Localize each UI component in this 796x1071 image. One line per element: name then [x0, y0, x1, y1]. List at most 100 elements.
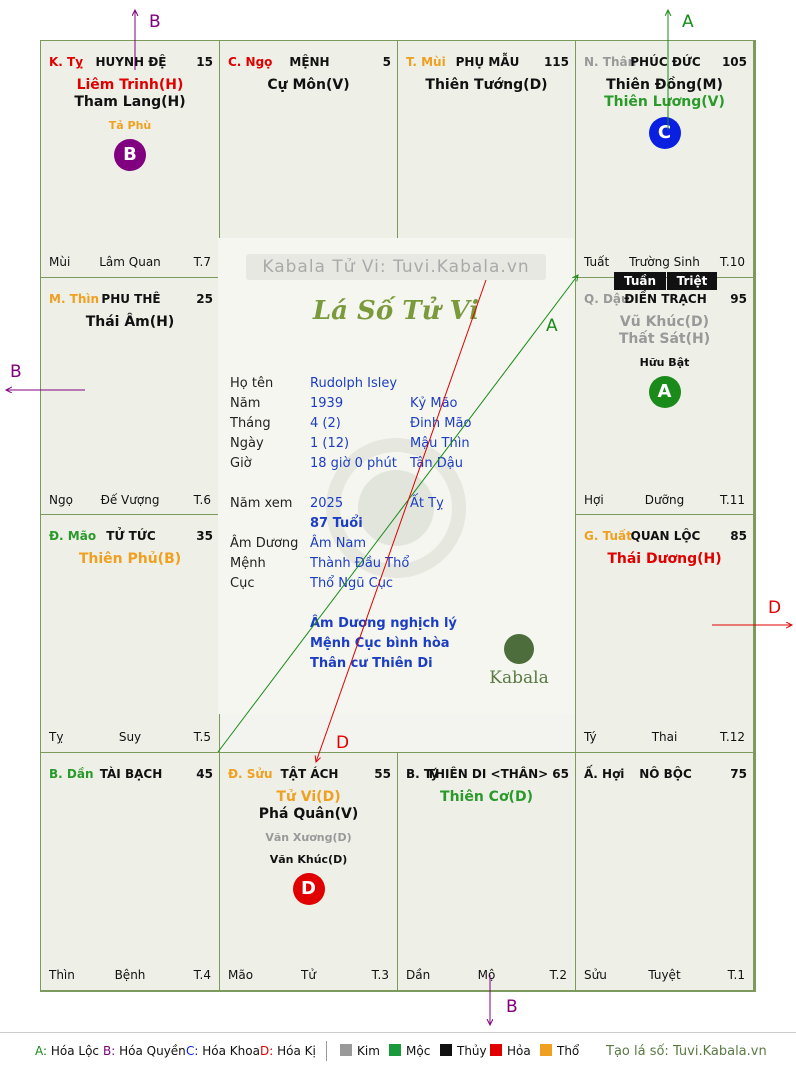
palace-header: K. Tỵ HUYNH ĐỆ 15 [49, 55, 213, 71]
footer-number: T.10 [720, 255, 745, 269]
element-name: Hỏa [507, 1044, 531, 1058]
info-value-canchi: Ất Tỵ [410, 496, 444, 511]
palace-age: 75 [730, 767, 747, 781]
main-star: Tham Lang(H) [74, 94, 186, 110]
info-row: Cục Thổ Ngũ Cục [230, 576, 560, 591]
info-value: 2025 [310, 496, 344, 511]
info-value: 1939 [310, 396, 344, 411]
star-list: Vũ Khúc(D) Thất Sát(H) Hữu Bật A [576, 314, 753, 408]
footer-stage: Tuyệt [648, 968, 681, 982]
footer-number: T.6 [193, 493, 211, 507]
arrow-a-diagonal [217, 275, 578, 753]
legend-hoa-item: D: Hóa Kị [260, 1044, 316, 1058]
info-value: 87 Tuổi [310, 516, 363, 531]
palace-cell-dan: B. Dần TÀI BẠCH 45 Thìn Bệnh T.4 [40, 752, 220, 991]
palace-cell-dau: Q. Dậu ĐIỀN TRẠCH 95 Vũ Khúc(D) Thất Sát(H) H… [575, 277, 754, 516]
arrow-label: B [10, 362, 22, 382]
can-chi: Ấ. Hợi [584, 767, 625, 781]
footer-number: T.5 [193, 730, 211, 744]
legend-element-item: Thổ [540, 1044, 579, 1058]
palace-age: 95 [730, 292, 747, 306]
footer-stage: Thai [651, 730, 678, 744]
info-label: Âm Dương [230, 536, 299, 551]
main-star: Thiên Phủ(B) [78, 551, 182, 567]
chart-note: Mệnh Cục bình hòa [310, 636, 450, 651]
info-label: Tháng [230, 416, 271, 431]
palace-name: PHU THÊ [101, 292, 161, 306]
main-star: Tử Vi(D) [276, 789, 341, 805]
legend-element-item: Hỏa [490, 1044, 531, 1058]
main-star: Phá Quân(V) [258, 806, 359, 822]
chart-note: Âm Dương nghịch lý [310, 616, 457, 631]
legend-value: Hóa Quyền [119, 1044, 186, 1058]
arrow-label: D [768, 598, 782, 618]
main-star: Cự Môn(V) [267, 77, 350, 93]
main-star: Thái Dương(H) [607, 551, 722, 567]
palace-footer: Mùi Lâm Quan T.7 [49, 255, 211, 269]
palace-age: 45 [196, 767, 213, 781]
palace-header: M. Thìn PHU THÊ 25 [49, 292, 213, 308]
info-value: 4 (2) [310, 416, 341, 431]
arrow-label: B [149, 12, 161, 32]
footer-branch: Ngọ [49, 493, 73, 507]
star-list: Thái Âm(H) [41, 314, 219, 331]
main-star: Thiên Tướng(D) [425, 77, 548, 93]
chart-note: Thân cư Thiên Di [310, 656, 433, 671]
footer-branch: Tỵ [49, 730, 64, 744]
info-row: Họ tên Rudolph Isley [230, 376, 560, 391]
info-row: Năm xem 2025 Ất Tỵ [230, 496, 560, 511]
legend-key: B: [103, 1044, 116, 1058]
can-chi: M. Thìn [49, 292, 100, 306]
palace-name: PHỤ MẪU [455, 55, 520, 69]
palace-cell-than: N. Thân PHÚC ĐỨC 105 Thiên Đồng(M) Thiên Lươ… [575, 40, 754, 278]
palace-footer: Dần Mộ T.2 [406, 968, 567, 982]
footer-stage: Dưỡng [644, 493, 685, 507]
palace-cell-ty: K. Tỵ HUYNH ĐỆ 15 Liêm Trinh(H) Tham Lang(H)… [40, 40, 220, 278]
palace-cell-hoi: Ấ. Hợi NÔ BỘC 75 Sửu Tuyệt T.1 [575, 752, 754, 991]
can-chi: B. Tý [406, 767, 439, 781]
footer-stage: Tử [301, 968, 316, 982]
info-row: Giờ 18 giờ 0 phút Tân Dậu [230, 456, 560, 471]
palace-age: 85 [730, 529, 747, 543]
palace-name: THIÊN DI <THÂN> [426, 767, 549, 781]
palace-name: TẬT ÁCH [280, 767, 339, 781]
arrow-label: A [546, 316, 558, 336]
chart-title: Lá Số Tử Vi [312, 296, 480, 326]
palace-age: 105 [721, 55, 747, 69]
center-panel: Kabala Tử Vi: Tuvi.Kabala.vn Lá Số Tử Vi… [218, 238, 574, 714]
footer-number: T.2 [549, 968, 567, 982]
transformation-badge: D [292, 873, 325, 905]
info-value-canchi: Đinh Mão [410, 416, 472, 431]
can-chi: G. Tuất [584, 529, 632, 543]
arrow-label: B [506, 997, 518, 1017]
info-value: Âm Nam [310, 536, 367, 551]
can-chi: T. Mùi [406, 55, 446, 69]
info-value-canchi: Mậu Thìn [410, 436, 470, 451]
element-swatch [540, 1044, 552, 1056]
transformation-badge: A [648, 376, 681, 408]
palace-header: N. Thân PHÚC ĐỨC 105 [584, 55, 747, 71]
can-chi: Q. Dậu [584, 292, 630, 306]
palace-header: Q. Dậu ĐIỀN TRẠCH 95 [584, 292, 747, 308]
footer-stage: Bệnh [114, 968, 146, 982]
footer-number: T.7 [193, 255, 211, 269]
palace-name: PHÚC ĐỨC [630, 55, 701, 69]
site-link[interactable]: Tạo lá số: Tuvi.Kabala.vn [606, 1044, 767, 1059]
star-list: Thiên Phủ(B) [41, 551, 219, 568]
info-value: Rudolph Isley [310, 376, 398, 391]
palace-cell-tyy: B. Tý THIÊN DI <THÂN> 65 Thiên Cơ(D) Dần Mộ T.… [397, 752, 576, 991]
element-swatch [389, 1044, 401, 1056]
footer-number: T.3 [371, 968, 389, 982]
info-label: Cục [230, 576, 255, 591]
can-chi: C. Ngọ [228, 55, 273, 69]
palace-name: NÔ BỘC [639, 767, 692, 781]
palace-header: Đ. Mão TỬ TỨC 35 [49, 529, 213, 545]
main-star: Vũ Khúc(D) [619, 314, 710, 330]
info-row: Năm 1939 Kỷ Mão [230, 396, 560, 411]
info-value: Thổ Ngũ Cục [310, 576, 394, 591]
info-label: Ngày [230, 436, 264, 451]
star-list: Cự Môn(V) [220, 77, 397, 94]
footer-branch: Mão [228, 968, 254, 982]
legend-value: Hóa Kị [277, 1044, 316, 1058]
legend-value: Hóa Lộc [50, 1044, 100, 1058]
